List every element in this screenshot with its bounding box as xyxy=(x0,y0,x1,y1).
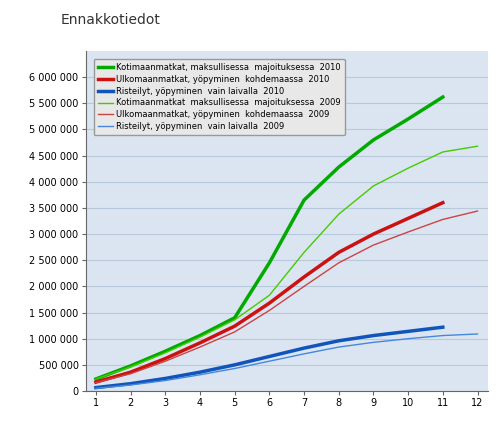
Risteilyt, yöpyminen  vain laivalla  2010 xyxy=(440,325,446,330)
Ulkomaanmatkat, yöpyminen  kohdemaassa  2010 xyxy=(197,340,203,346)
Risteilyt, yöpyminen  vain laivalla  2009 xyxy=(267,359,273,364)
Kotimaanmatkat  maksullisessa  majoituksessa  2009 xyxy=(336,212,342,217)
Ulkomaanmatkat, yöpyminen  kohdemaassa  2010 xyxy=(336,250,342,255)
Ulkomaanmatkat, yöpyminen  kohdemaassa  2009 xyxy=(440,217,446,222)
Ulkomaanmatkat, yöpyminen  kohdemaassa  2009 xyxy=(267,308,273,313)
Risteilyt, yöpyminen  vain laivalla  2010 xyxy=(197,370,203,375)
Ulkomaanmatkat, yöpyminen  kohdemaassa  2009 xyxy=(301,284,307,289)
Ulkomaanmatkat, yöpyminen  kohdemaassa  2010 xyxy=(301,275,307,280)
Text: Ennakkotiedot: Ennakkotiedot xyxy=(60,13,160,27)
Kotimaanmatkat, maksullisessa  majoituksessa  2010 xyxy=(370,137,376,142)
Kotimaanmatkat  maksullisessa  majoituksessa  2009 xyxy=(474,144,480,149)
Ulkomaanmatkat, yöpyminen  kohdemaassa  2009 xyxy=(232,329,238,334)
Kotimaanmatkat, maksullisessa  majoituksessa  2010 xyxy=(267,260,273,265)
Line: Ulkomaanmatkat, yöpyminen  kohdemaassa  2010: Ulkomaanmatkat, yöpyminen kohdemaassa 20… xyxy=(96,203,443,382)
Ulkomaanmatkat, yöpyminen  kohdemaassa  2010 xyxy=(232,323,238,329)
Risteilyt, yöpyminen  vain laivalla  2010 xyxy=(336,338,342,343)
Risteilyt, yöpyminen  vain laivalla  2009 xyxy=(93,386,99,391)
Risteilyt, yöpyminen  vain laivalla  2009 xyxy=(440,333,446,338)
Kotimaanmatkat  maksullisessa  majoituksessa  2009 xyxy=(93,377,99,382)
Kotimaanmatkat, maksullisessa  majoituksessa  2010 xyxy=(162,348,169,354)
Line: Ulkomaanmatkat, yöpyminen  kohdemaassa  2009: Ulkomaanmatkat, yöpyminen kohdemaassa 20… xyxy=(96,211,477,382)
Kotimaanmatkat  maksullisessa  majoituksessa  2009 xyxy=(405,166,411,171)
Kotimaanmatkat  maksullisessa  majoituksessa  2009 xyxy=(440,150,446,155)
Ulkomaanmatkat, yöpyminen  kohdemaassa  2010 xyxy=(405,216,411,221)
Ulkomaanmatkat, yöpyminen  kohdemaassa  2010 xyxy=(128,370,134,375)
Ulkomaanmatkat, yöpyminen  kohdemaassa  2009 xyxy=(128,371,134,376)
Risteilyt, yöpyminen  vain laivalla  2009 xyxy=(405,336,411,341)
Ulkomaanmatkat, yöpyminen  kohdemaassa  2010 xyxy=(440,200,446,205)
Risteilyt, yöpyminen  vain laivalla  2009 xyxy=(370,340,376,345)
Kotimaanmatkat, maksullisessa  majoituksessa  2010 xyxy=(336,164,342,170)
Ulkomaanmatkat, yöpyminen  kohdemaassa  2010 xyxy=(93,380,99,385)
Risteilyt, yöpyminen  vain laivalla  2010 xyxy=(128,381,134,386)
Risteilyt, yöpyminen  vain laivalla  2010 xyxy=(405,329,411,334)
Ulkomaanmatkat, yöpyminen  kohdemaassa  2009 xyxy=(370,243,376,248)
Kotimaanmatkat, maksullisessa  majoituksessa  2010 xyxy=(405,116,411,122)
Ulkomaanmatkat, yöpyminen  kohdemaassa  2009 xyxy=(162,359,169,364)
Ulkomaanmatkat, yöpyminen  kohdemaassa  2010 xyxy=(370,232,376,237)
Risteilyt, yöpyminen  vain laivalla  2010 xyxy=(301,346,307,351)
Ulkomaanmatkat, yöpyminen  kohdemaassa  2009 xyxy=(197,345,203,350)
Kotimaanmatkat, maksullisessa  majoituksessa  2010 xyxy=(93,377,99,382)
Kotimaanmatkat, maksullisessa  majoituksessa  2010 xyxy=(301,198,307,203)
Ulkomaanmatkat, yöpyminen  kohdemaassa  2010 xyxy=(267,300,273,306)
Kotimaanmatkat, maksullisessa  majoituksessa  2010 xyxy=(197,333,203,338)
Kotimaanmatkat  maksullisessa  majoituksessa  2009 xyxy=(301,250,307,255)
Kotimaanmatkat  maksullisessa  majoituksessa  2009 xyxy=(128,364,134,369)
Line: Kotimaanmatkat  maksullisessa  majoituksessa  2009: Kotimaanmatkat maksullisessa majoitukses… xyxy=(96,146,477,379)
Risteilyt, yöpyminen  vain laivalla  2009 xyxy=(301,351,307,357)
Line: Kotimaanmatkat, maksullisessa  majoituksessa  2010: Kotimaanmatkat, maksullisessa majoitukse… xyxy=(96,97,443,379)
Risteilyt, yöpyminen  vain laivalla  2009 xyxy=(162,378,169,383)
Risteilyt, yöpyminen  vain laivalla  2010 xyxy=(93,385,99,390)
Kotimaanmatkat, maksullisessa  majoituksessa  2010 xyxy=(440,94,446,99)
Risteilyt, yöpyminen  vain laivalla  2010 xyxy=(267,354,273,359)
Risteilyt, yöpyminen  vain laivalla  2010 xyxy=(232,362,238,367)
Kotimaanmatkat  maksullisessa  majoituksessa  2009 xyxy=(232,317,238,323)
Ulkomaanmatkat, yöpyminen  kohdemaassa  2009 xyxy=(474,209,480,214)
Ulkomaanmatkat, yöpyminen  kohdemaassa  2010 xyxy=(162,356,169,361)
Ulkomaanmatkat, yöpyminen  kohdemaassa  2009 xyxy=(93,380,99,385)
Kotimaanmatkat, maksullisessa  majoituksessa  2010 xyxy=(232,315,238,320)
Ulkomaanmatkat, yöpyminen  kohdemaassa  2009 xyxy=(336,260,342,265)
Kotimaanmatkat  maksullisessa  majoituksessa  2009 xyxy=(197,334,203,340)
Risteilyt, yöpyminen  vain laivalla  2009 xyxy=(128,382,134,388)
Risteilyt, yöpyminen  vain laivalla  2010 xyxy=(370,333,376,338)
Kotimaanmatkat  maksullisessa  majoituksessa  2009 xyxy=(370,184,376,189)
Risteilyt, yöpyminen  vain laivalla  2009 xyxy=(232,366,238,371)
Kotimaanmatkat  maksullisessa  majoituksessa  2009 xyxy=(162,350,169,355)
Risteilyt, yöpyminen  vain laivalla  2009 xyxy=(336,345,342,350)
Line: Risteilyt, yöpyminen  vain laivalla  2010: Risteilyt, yöpyminen vain laivalla 2010 xyxy=(96,327,443,388)
Kotimaanmatkat, maksullisessa  majoituksessa  2010 xyxy=(128,363,134,368)
Line: Risteilyt, yöpyminen  vain laivalla  2009: Risteilyt, yöpyminen vain laivalla 2009 xyxy=(96,334,477,388)
Kotimaanmatkat  maksullisessa  majoituksessa  2009 xyxy=(267,293,273,298)
Risteilyt, yöpyminen  vain laivalla  2009 xyxy=(197,372,203,377)
Risteilyt, yöpyminen  vain laivalla  2010 xyxy=(162,376,169,381)
Legend: Kotimaanmatkat, maksullisessa  majoituksessa  2010, Ulkomaanmatkat, yöpyminen  k: Kotimaanmatkat, maksullisessa majoitukse… xyxy=(94,59,345,136)
Risteilyt, yöpyminen  vain laivalla  2009 xyxy=(474,332,480,337)
Ulkomaanmatkat, yöpyminen  kohdemaassa  2009 xyxy=(405,230,411,235)
